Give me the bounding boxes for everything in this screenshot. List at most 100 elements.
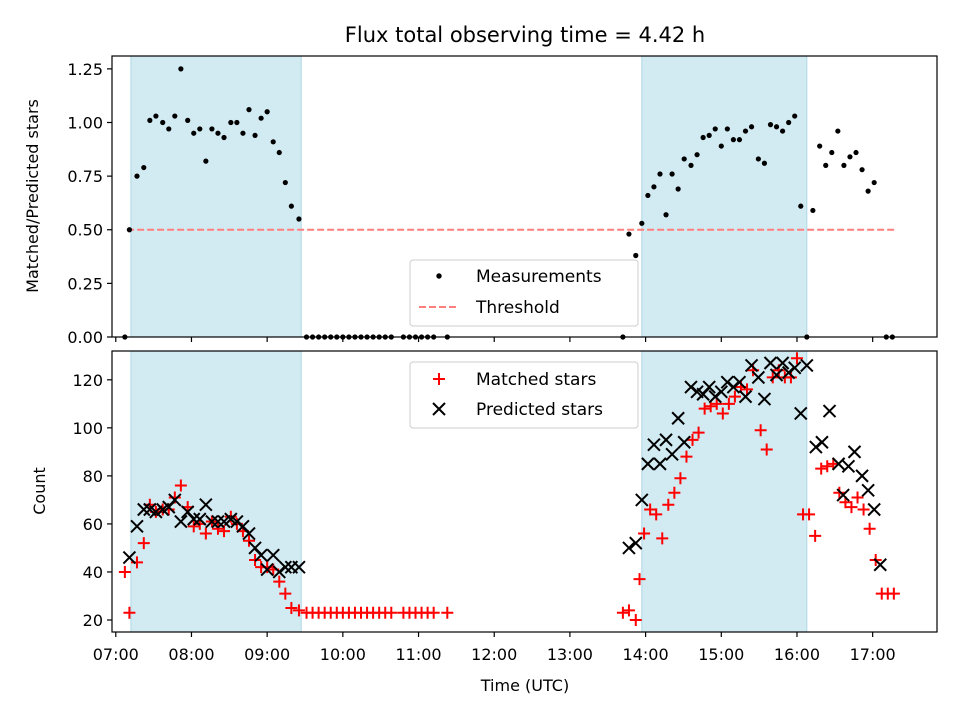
- measurement-point: [633, 252, 639, 259]
- matched-star-point: [199, 527, 212, 540]
- y-tick-label: 1.00: [67, 113, 103, 132]
- matched-star-point: [857, 503, 870, 516]
- measurement-point: [626, 231, 632, 237]
- matched-star-point: [174, 479, 187, 492]
- measurement-point: [270, 139, 276, 145]
- predicted-star-point: [260, 562, 274, 577]
- predicted-star-point: [822, 404, 837, 418]
- axes-frame: [111, 55, 938, 338]
- measurement-point: [240, 130, 246, 136]
- measurement-point: [853, 149, 859, 156]
- shaded-interval-bottom-0: [130, 350, 302, 633]
- matched-star-point: [845, 501, 858, 514]
- measurement-point: [215, 130, 221, 136]
- measurement-point: [663, 212, 669, 218]
- predicted-star-point: [775, 356, 790, 370]
- legend-predicted-marker: [432, 402, 446, 416]
- shaded-interval-top-0: [130, 55, 302, 338]
- predicted-star-point: [702, 380, 716, 394]
- measurement-point: [160, 119, 166, 126]
- measurement-point: [172, 113, 178, 119]
- measurement-point: [657, 171, 663, 177]
- measurement-point: [282, 179, 288, 186]
- top-panel: 0.00 0.25 0.50 0.75 1.00 1.25 Matched/Predict…: [23, 55, 938, 347]
- predicted-star-point: [278, 560, 293, 574]
- chart-title: Flux total observing time = 4.42 h: [345, 23, 705, 47]
- predicted-star-point: [168, 493, 182, 507]
- matched-star-point: [784, 371, 797, 384]
- bottom-ylabel: Count: [30, 467, 49, 515]
- matched-star-point: [716, 407, 729, 420]
- matched-star-point: [760, 443, 773, 456]
- bottom-xlabel: Time (UTC): [480, 676, 569, 695]
- matched-star-point: [650, 508, 663, 521]
- y-tick-label: 120: [72, 371, 103, 390]
- predicted-star-point: [174, 514, 188, 529]
- predicted-star-point: [751, 370, 766, 385]
- x-tick-label: 10:00: [320, 645, 366, 664]
- x-tick-label: 14:00: [623, 645, 669, 664]
- matched-star-point: [273, 575, 286, 588]
- matched-star-point: [427, 606, 440, 619]
- predicted-star-point: [732, 375, 747, 389]
- top-ylabel: Matched/Predicted stars: [23, 99, 42, 293]
- measurement-point: [296, 216, 302, 222]
- predicted-star-point: [122, 550, 137, 565]
- predicted-star-point: [622, 541, 636, 555]
- matched-star-point: [616, 606, 629, 619]
- measurement-point: [859, 167, 865, 173]
- x-tick-label: 11:00: [395, 645, 441, 664]
- measurement-point: [688, 162, 694, 168]
- predicted-star-point: [199, 498, 213, 512]
- predicted-star-point: [635, 493, 649, 507]
- predicted-star-point: [787, 361, 802, 375]
- matched-star-point: [662, 498, 675, 511]
- measurement-point: [761, 160, 768, 166]
- matched-star-point: [728, 390, 741, 403]
- predicted-star-point: [641, 457, 655, 471]
- predicted-star-point: [647, 437, 661, 452]
- matched-star-point: [803, 508, 816, 521]
- legend-threshold-label: Threshold: [475, 298, 560, 318]
- matched-star-point: [863, 522, 876, 535]
- matched-star-point: [137, 537, 150, 550]
- shaded-interval-bottom-1: [641, 350, 808, 633]
- measurement-point: [865, 188, 871, 194]
- measurement-point: [264, 109, 270, 115]
- measurement-point: [841, 162, 847, 168]
- predicted-star-point: [130, 519, 144, 534]
- predicted-star-point: [292, 560, 306, 574]
- measurement-point: [276, 149, 282, 156]
- y-tick-label: 60: [83, 515, 103, 534]
- predicted-star-point: [187, 512, 201, 526]
- shaded-interval-top-1: [641, 55, 808, 338]
- matched-star-point: [638, 527, 651, 540]
- predicted-star-point: [659, 433, 673, 447]
- predicted-star-point: [205, 514, 219, 529]
- predicted-star-point: [738, 389, 753, 404]
- top-legend: Measurements Threshold: [409, 259, 639, 327]
- matched-star-point: [668, 486, 681, 499]
- matched-star-point: [674, 472, 687, 485]
- y-tick-label: 100: [72, 419, 103, 438]
- top-shaded-regions: [130, 55, 808, 338]
- legend-measurements-label: Measurements: [476, 267, 602, 287]
- measurement-point: [645, 192, 651, 199]
- predicted-star-point: [757, 392, 772, 406]
- predicted-star-point: [714, 385, 728, 399]
- y-tick-label: 40: [83, 563, 103, 582]
- y-tick-label: 1.25: [67, 60, 103, 79]
- matched-star-point: [622, 604, 635, 617]
- predicted-star-point: [831, 457, 846, 471]
- measurement-point: [786, 119, 792, 126]
- bottom-axes: 20 40 60 80 100 120 07:00 08:00 09:00 10:00 11:00 1…: [72, 350, 938, 664]
- matched-star-point: [656, 532, 669, 545]
- bottom-shaded-regions: [130, 350, 808, 633]
- x-tick-label: 16:00: [774, 645, 820, 664]
- y-tick-label: 20: [83, 611, 103, 630]
- measurement-point: [669, 171, 675, 177]
- measurement-point: [736, 137, 743, 143]
- x-tick-label: 08:00: [168, 645, 214, 664]
- measurement-point: [694, 152, 700, 158]
